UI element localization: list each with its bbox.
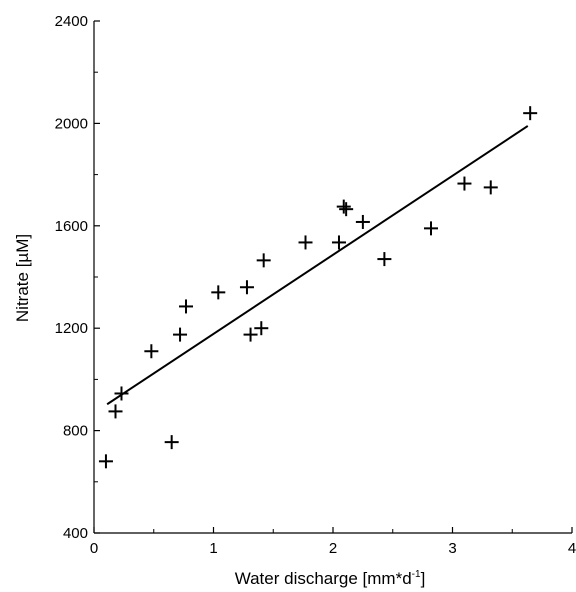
fit-line-group <box>106 125 529 406</box>
data-point-marker <box>457 176 472 191</box>
data-point-marker <box>355 214 370 229</box>
x-axis-title-main: Water discharge [mm*d <box>235 569 412 588</box>
data-point-marker <box>523 106 538 121</box>
data-point-marker <box>336 199 351 214</box>
x-tick-label: 4 <box>568 540 576 557</box>
data-point-marker <box>108 404 123 419</box>
data-point-marker <box>239 280 254 295</box>
data-points <box>98 106 538 469</box>
data-point-marker <box>331 235 346 250</box>
regression-line <box>106 125 529 406</box>
plot-area <box>93 21 572 534</box>
data-point-marker <box>98 454 113 469</box>
y-tick-label: 1200 <box>55 320 88 337</box>
data-point-marker <box>423 221 438 236</box>
y-tick-label: 1600 <box>55 218 88 235</box>
y-axis-title: Nitrate [µM] <box>13 234 32 322</box>
data-point-marker <box>377 252 392 267</box>
x-tick-label: 0 <box>90 540 98 557</box>
data-point-marker <box>254 321 269 336</box>
x-axis-title-superscript: -1 <box>412 569 421 580</box>
data-point-marker <box>173 327 188 342</box>
y-tick-label: 400 <box>63 525 88 542</box>
x-tick-label: 1 <box>209 540 217 557</box>
data-point-marker <box>164 435 179 450</box>
x-tick-label: 3 <box>448 540 456 557</box>
y-tick-label: 2000 <box>55 115 88 132</box>
data-point-marker <box>211 285 226 300</box>
data-point-marker <box>298 235 313 250</box>
data-point-marker <box>483 180 498 195</box>
data-point-marker <box>179 299 194 314</box>
y-axis-ticks: 400 800 1200 1600 2000 2400 <box>55 13 100 542</box>
data-point-marker <box>339 202 354 217</box>
x-axis-title-close: ] <box>421 569 426 588</box>
x-tick-label: 2 <box>329 540 337 557</box>
data-point-marker <box>114 386 129 401</box>
x-axis-title: Water discharge [mm*d-1] <box>235 569 426 588</box>
data-point-marker <box>243 327 258 342</box>
x-axis-ticks: 0 1 2 3 4 <box>90 527 576 557</box>
data-point-marker <box>144 344 159 359</box>
y-tick-label: 800 <box>63 423 88 440</box>
data-point-marker <box>256 253 271 268</box>
y-tick-label: 2400 <box>55 13 88 30</box>
